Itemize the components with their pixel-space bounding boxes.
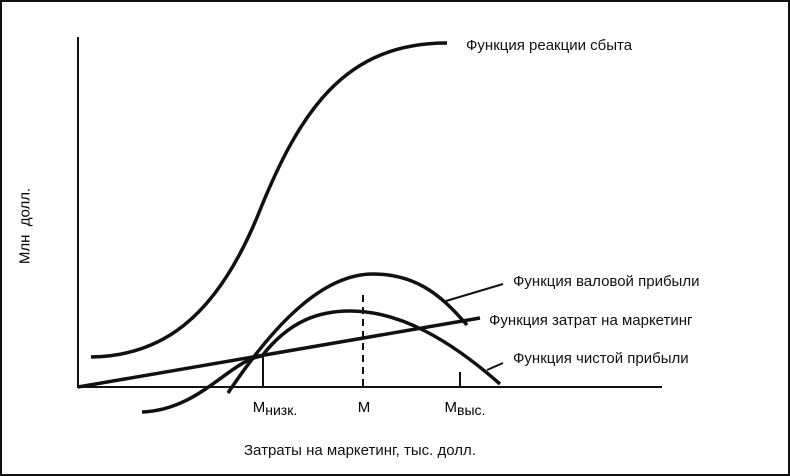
y-axis-label: Млн долл. <box>16 187 34 265</box>
tick-label-low: Мнизк. <box>252 399 298 418</box>
marketing-cost-line <box>77 316 481 389</box>
tick-label-high: Мвыс. <box>444 399 486 418</box>
net-profit-leader <box>486 362 504 371</box>
gross-profit-label: Функция валовой прибыли <box>513 273 700 290</box>
net-profit-label: Функция чистой прибыли <box>513 350 689 367</box>
gross-profit-curve <box>226 272 469 394</box>
tick-label-optimal: М <box>357 399 371 416</box>
gross-profit-leader <box>445 283 504 302</box>
sales-response-curve <box>90 41 448 359</box>
marketing-cost-label: Функция затрат на маркетинг <box>489 312 693 329</box>
sales-response-label: Функция реакции сбыта <box>466 37 633 54</box>
x-axis-label: Затраты на маркетинг, тыс. долл. <box>244 442 476 459</box>
net-profit-curve <box>141 309 502 414</box>
